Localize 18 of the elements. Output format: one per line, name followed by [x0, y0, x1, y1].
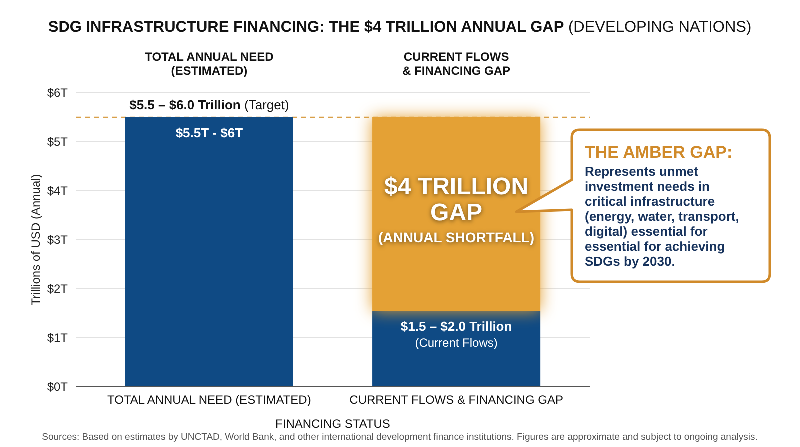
- annotation: $5.5T - $6T: [176, 126, 244, 140]
- x-axis-title: FINANCING STATUS: [276, 417, 390, 431]
- chart-title: SDG INFRASTRUCTURE FINANCING: THE $4 TRILLION ANNUAL GAP (DEVELOPING NATIONS): [48, 19, 752, 36]
- source-note: Sources: Based on estimates by UNCTAD, World Bank, and other international development finance institutions. Figures are approximate and subject to ongoing analysis.: [42, 432, 758, 443]
- y-tick-label: $4T: [47, 184, 69, 198]
- annotation: THE AMBER GAP: Represents unmet investment needs in critical infrastructure (energy, water, transport, digital) essential for essential for achieving SDGs by 2030.: [585, 143, 740, 269]
- data-label: $1.5 – $2.0 Trillion (Current Flows): [400, 319, 512, 350]
- y-tick-label: $2T: [47, 282, 69, 296]
- y-tick-label: $6T: [47, 86, 69, 100]
- data-label: $4 TRILLION GAP (ANNUAL SHORTFALL): [378, 173, 535, 246]
- y-tick-label: $0T: [47, 380, 69, 394]
- y-tick-label: $3T: [47, 233, 69, 247]
- y-tick-label: $1T: [47, 331, 69, 345]
- text: TOTAL ANNUAL NEED (ESTIMATED): [145, 50, 274, 78]
- y-tick-label: $5T: [47, 135, 69, 149]
- y-axis-title: Trillions of USD (Annual): [29, 174, 43, 306]
- ref-line-label: $5.5 – $6.0 Trillion (Target): [130, 98, 290, 112]
- text: CURRENT FLOWS & FINANCING GAP: [402, 50, 511, 78]
